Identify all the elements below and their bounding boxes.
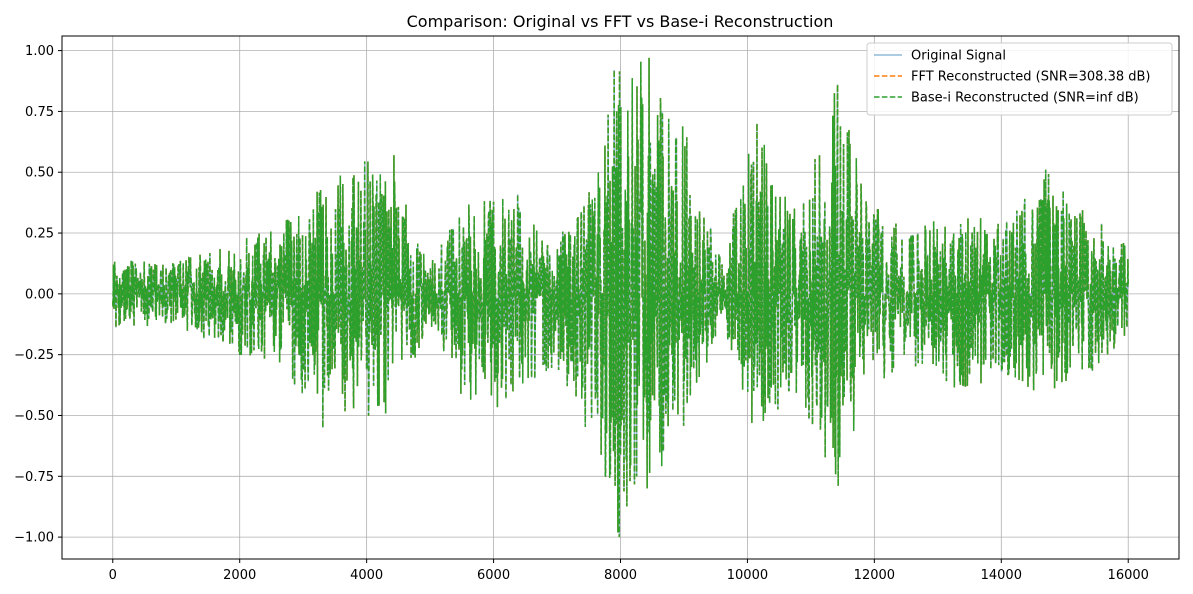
legend-label: Base-i Reconstructed (SNR=inf dB) <box>911 91 1139 106</box>
y-tick-label: 0.50 <box>25 166 54 181</box>
series-base-i-reconstructed <box>112 57 1129 538</box>
y-tick-label: −0.75 <box>14 470 54 485</box>
y-tick-label: 0.75 <box>25 105 54 120</box>
y-tick-label: −0.50 <box>14 409 54 424</box>
x-tick-label: 8000 <box>604 568 637 583</box>
y-tick-label: −1.00 <box>14 531 54 546</box>
y-tick-label: 0.25 <box>25 227 54 242</box>
y-tick-label: 1.00 <box>25 44 54 59</box>
x-tick-label: 10000 <box>727 568 768 583</box>
x-tick-label: 16000 <box>1108 568 1149 583</box>
y-tick-label: 0.00 <box>25 287 54 302</box>
x-tick-label: 2000 <box>223 568 256 583</box>
y-tick-label: −0.25 <box>14 348 54 363</box>
legend-box <box>866 42 1173 116</box>
x-tick-label: 6000 <box>477 568 510 583</box>
legend-label: FFT Reconstructed (SNR=308.38 dB) <box>911 70 1151 85</box>
plot-area <box>112 57 1129 538</box>
x-tick-label: 14000 <box>981 568 1022 583</box>
chart-title: Comparison: Original vs FFT vs Base-i Re… <box>407 12 834 31</box>
x-tick-label: 12000 <box>854 568 895 583</box>
legend-label: Original Signal <box>911 49 1006 64</box>
x-tick-label: 4000 <box>350 568 383 583</box>
legend: Original Signal FFT Reconstructed (SNR=30… <box>866 42 1173 116</box>
axes-layer: 0 2000 4000 6000 8000 10000 12000 14000 16000 −1.… <box>14 35 1180 583</box>
x-tick-label: 0 <box>109 568 117 583</box>
